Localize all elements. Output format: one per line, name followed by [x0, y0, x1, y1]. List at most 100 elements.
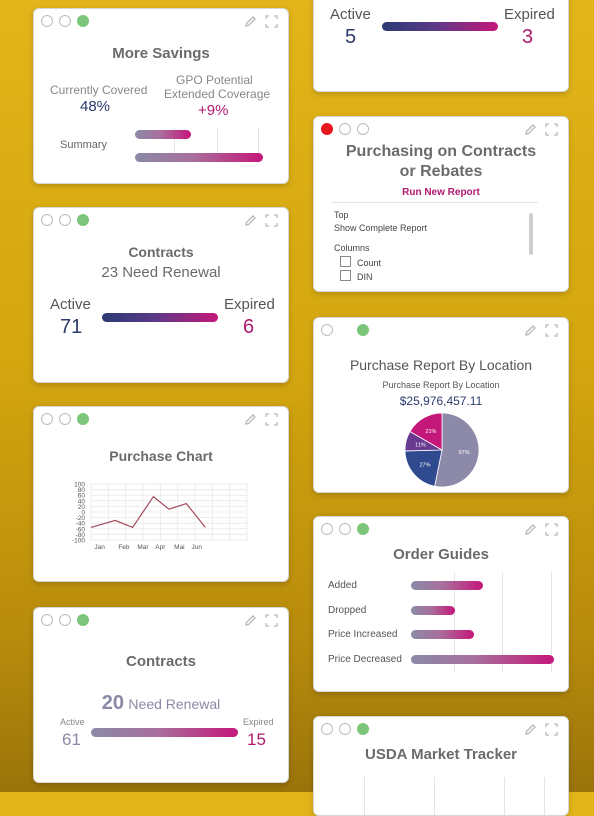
- expired-value: 15: [247, 730, 266, 749]
- card-title: Purchase Report By Location: [349, 357, 533, 373]
- minimize-circle-icon[interactable]: [339, 523, 351, 535]
- close-circle-icon[interactable]: [41, 413, 53, 425]
- order-guide-label: Price Increased: [328, 629, 398, 640]
- card-title: USDA Market Tracker: [364, 746, 517, 763]
- active-value: 61: [62, 730, 81, 749]
- minimize-circle-icon[interactable]: [59, 413, 71, 425]
- order-guides-card: Order Guides Added Dropped Price Increased…: [313, 516, 569, 692]
- close-circle-icon[interactable]: [321, 324, 333, 336]
- edit-pencil-icon[interactable]: [244, 15, 257, 28]
- edit-pencil-icon[interactable]: [524, 723, 537, 736]
- top-value[interactable]: Show Complete Report: [334, 223, 428, 233]
- run-new-report-link[interactable]: Run New Report: [402, 187, 480, 198]
- maximize-circle-icon[interactable]: [77, 214, 89, 226]
- card-title: Order Guides: [393, 546, 489, 563]
- active-label: Active: [330, 6, 371, 23]
- card-title: Contracts: [125, 653, 196, 670]
- minimize-circle-icon[interactable]: [339, 123, 351, 135]
- purchase-chart-card: Purchase Chart 100 80 60 40 20 0 -20 -40 -60 -80-…: [33, 406, 289, 582]
- close-circle-icon[interactable]: [41, 214, 53, 226]
- maximize-circle-icon[interactable]: [77, 614, 89, 626]
- chart-title: Purchase Report By Location: [382, 380, 500, 390]
- renewal-text: Need Renewal: [128, 696, 221, 712]
- edit-pencil-icon[interactable]: [524, 123, 537, 136]
- close-circle-icon[interactable]: [41, 15, 53, 27]
- expired-label: Expired: [243, 717, 274, 727]
- close-circle-icon[interactable]: [321, 723, 333, 735]
- x-tick-label: Feb: [118, 544, 130, 551]
- expired-label: Expired: [224, 296, 275, 313]
- maximize-circle-icon[interactable]: [357, 723, 369, 735]
- expand-icon[interactable]: [545, 723, 558, 736]
- series-line: [90, 495, 206, 529]
- window-controls: [41, 15, 89, 27]
- gpo-label-line2: Extended Coverage: [164, 87, 271, 101]
- expand-icon[interactable]: [265, 614, 278, 627]
- expand-icon[interactable]: [265, 413, 278, 426]
- expand-icon[interactable]: [545, 123, 558, 136]
- y-tick-label: -40: [76, 521, 86, 528]
- close-circle-icon[interactable]: [321, 123, 333, 135]
- minimize-circle-icon[interactable]: [339, 723, 351, 735]
- location-pie-chart: 67% 27% 11% 21%: [404, 412, 480, 488]
- covered-label: Currently Covered: [50, 83, 148, 97]
- window-controls: [321, 123, 369, 135]
- edit-pencil-icon[interactable]: [524, 324, 537, 337]
- order-guide-label: Price Decreased: [328, 653, 402, 665]
- order-guide-bar: [411, 654, 554, 664]
- expand-icon[interactable]: [265, 15, 278, 28]
- expand-icon[interactable]: [265, 214, 278, 227]
- active-expired-bar: [91, 728, 238, 737]
- expand-icon[interactable]: [545, 324, 558, 337]
- y-tick-label: -60: [76, 526, 86, 533]
- usda-tracker-card: USDA Market Tracker: [313, 716, 569, 816]
- scrollbar[interactable]: [529, 213, 533, 255]
- edit-pencil-icon[interactable]: [244, 614, 257, 627]
- edit-pencil-icon[interactable]: [524, 523, 537, 536]
- maximize-circle-icon[interactable]: [357, 523, 369, 535]
- total-amount: $25,976,457.11: [399, 394, 483, 408]
- y-tick-label: 80: [78, 487, 86, 494]
- active-value: 71: [60, 316, 83, 338]
- y-tick-label: -80: [76, 532, 86, 539]
- close-circle-icon[interactable]: [321, 523, 333, 535]
- order-guide-label: Added: [328, 580, 357, 591]
- expand-icon[interactable]: [545, 523, 558, 536]
- card-title: Contracts: [128, 244, 194, 260]
- maximize-circle-icon[interactable]: [357, 324, 369, 336]
- y-tick-label: 40: [78, 498, 86, 505]
- minimize-circle-icon[interactable]: [59, 15, 71, 27]
- y-tick-label: -20: [76, 515, 86, 522]
- y-tick-label: 60: [78, 493, 86, 500]
- order-guide-bar: [411, 605, 456, 615]
- maximize-circle-icon[interactable]: [357, 123, 369, 135]
- minimize-circle-icon[interactable]: [59, 614, 71, 626]
- active-value: 5: [345, 26, 357, 48]
- minimize-circle-icon[interactable]: [59, 214, 71, 226]
- column-option-count[interactable]: Count: [340, 256, 381, 268]
- window-controls: [321, 324, 369, 336]
- order-guide-label: Dropped: [328, 604, 367, 616]
- active-expired-bar: [102, 313, 218, 322]
- window-controls: [41, 614, 89, 626]
- maximize-circle-icon[interactable]: [77, 15, 89, 27]
- count-checkbox[interactable]: [340, 256, 351, 267]
- column-option-din[interactable]: DIN: [340, 270, 373, 282]
- pie-slice: [404, 449, 443, 487]
- din-checkbox[interactable]: [340, 270, 351, 281]
- pie-slice-label: 67%: [459, 450, 470, 456]
- close-circle-icon[interactable]: [41, 614, 53, 626]
- y-tick-label: 100: [74, 482, 85, 489]
- x-tick-label: Jan: [94, 544, 105, 551]
- maximize-circle-icon[interactable]: [77, 413, 89, 425]
- x-tick-label: Mar: [137, 544, 149, 551]
- active-expired-bar: [382, 22, 498, 31]
- card-title-line2: or Rebates: [399, 163, 483, 180]
- pie-slice: [409, 412, 443, 451]
- covered-value: 48%: [80, 98, 111, 115]
- expired-value: 3: [522, 26, 534, 48]
- edit-pencil-icon[interactable]: [244, 413, 257, 426]
- renewal-text: 23 Need Renewal: [101, 264, 221, 281]
- edit-pencil-icon[interactable]: [244, 214, 257, 227]
